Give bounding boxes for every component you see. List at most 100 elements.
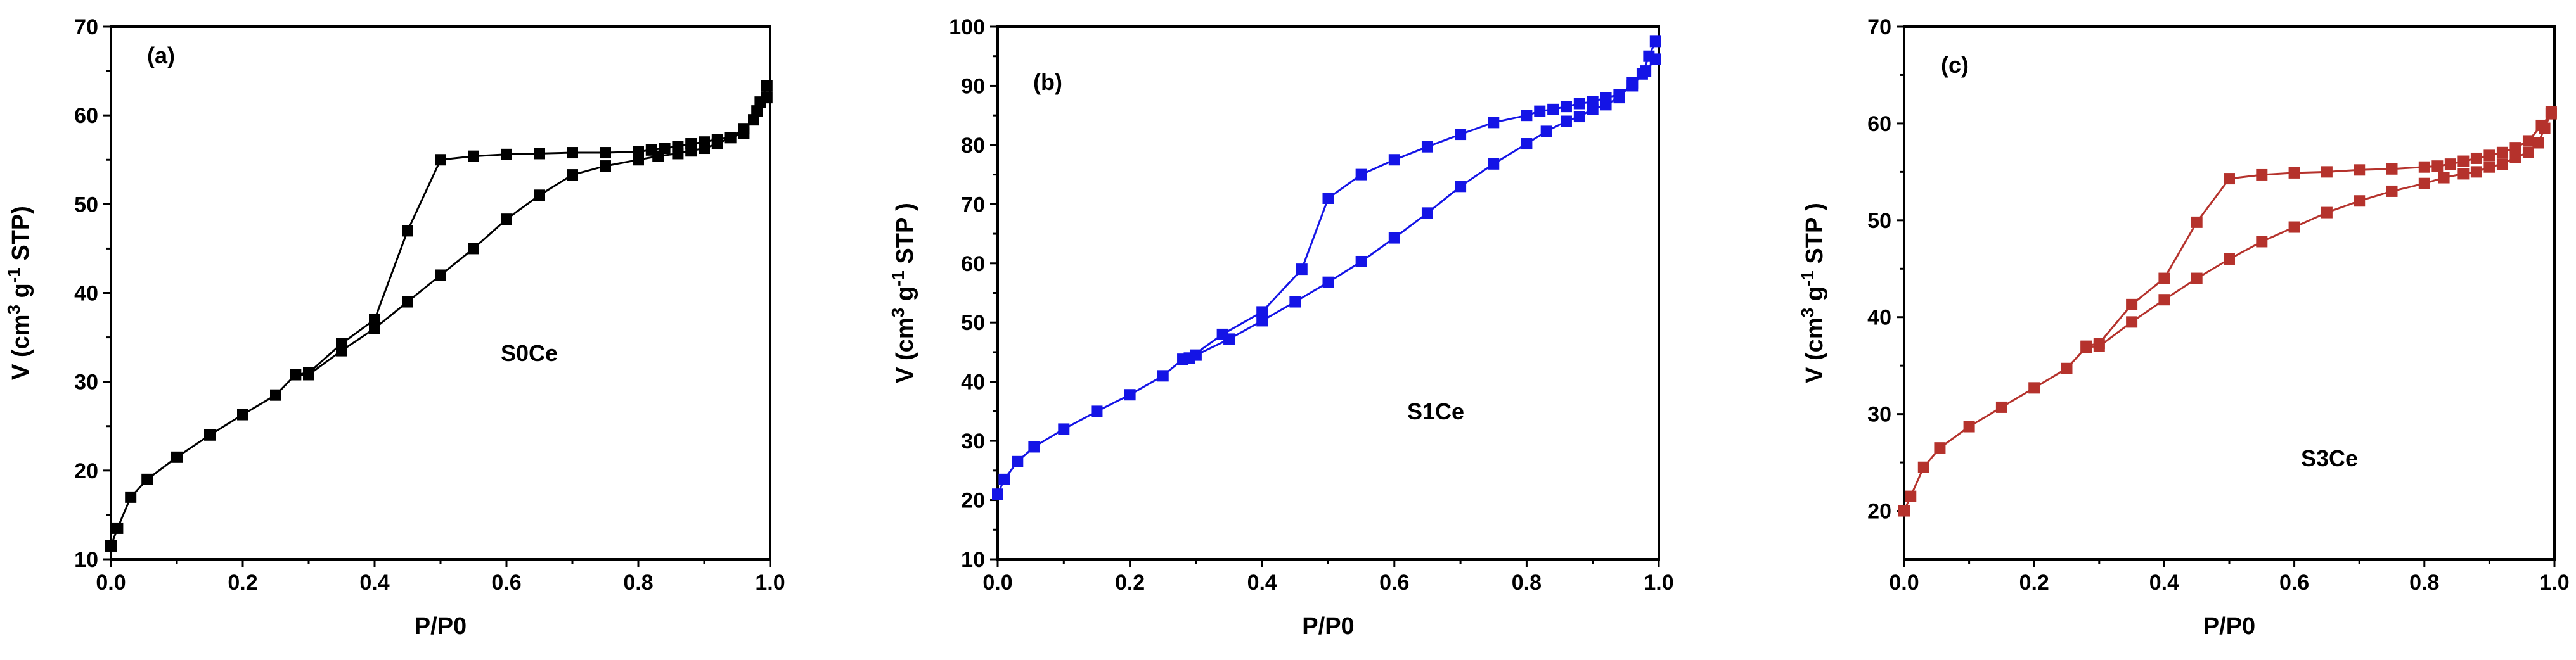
adsorption-point <box>1256 315 1268 327</box>
adsorption-point <box>2321 206 2333 219</box>
adsorption-point <box>992 488 1003 500</box>
adsorption-point <box>1124 389 1136 401</box>
desorption-point <box>2354 164 2366 176</box>
desorption-point <box>711 134 723 146</box>
adsorption-point <box>1521 138 1533 150</box>
adsorption-point <box>998 473 1010 485</box>
adsorption-point <box>501 213 512 225</box>
desorption-point <box>2191 216 2203 228</box>
adsorption-point <box>2438 172 2450 184</box>
y-tick-label: 60 <box>1867 112 1891 136</box>
desorption-point <box>1626 80 1639 92</box>
desorption-point <box>1560 101 1572 113</box>
adsorption-point <box>1560 115 1572 127</box>
panel-label: (a) <box>147 42 175 68</box>
desorption-point <box>2288 167 2300 179</box>
desorption-point <box>303 367 314 379</box>
desorption-point <box>2496 146 2508 158</box>
adsorption-point <box>1905 490 1917 502</box>
desorption-point <box>751 105 763 117</box>
desorption-point <box>2483 149 2496 162</box>
desorption-point <box>2158 272 2170 284</box>
adsorption-point <box>204 429 216 441</box>
desorption-point <box>2224 173 2235 185</box>
adsorption-point <box>1934 442 1946 454</box>
desorption-point <box>2444 158 2456 170</box>
desorption-point <box>1640 65 1652 77</box>
adsorption-point <box>534 189 545 201</box>
sample-label: S1Ce <box>1407 398 1464 424</box>
desorption-point <box>1587 96 1599 108</box>
desorption-point <box>2457 155 2470 167</box>
x-tick-label: 0.6 <box>2279 571 2309 595</box>
adsorption-point <box>1995 401 2007 413</box>
desorption-point <box>2535 119 2547 131</box>
y-tick-label: 70 <box>961 193 985 217</box>
desorption-point <box>2522 135 2534 147</box>
desorption-point <box>1421 141 1433 153</box>
y-tick-label: 40 <box>74 282 98 306</box>
y-axis-title: V (cm3 g-1 STP ) <box>1798 203 1828 383</box>
desorption-point <box>290 369 302 381</box>
x-tick-label: 0.0 <box>1889 571 1919 595</box>
adsorption-point <box>141 473 153 485</box>
desorption-point <box>1600 92 1612 104</box>
y-tick-label: 10 <box>74 548 98 572</box>
adsorption-point <box>2386 185 2398 197</box>
adsorption-point <box>2028 382 2040 394</box>
desorption-point <box>2093 338 2105 350</box>
x-tick-label: 0.4 <box>359 571 389 595</box>
y-tick-label: 100 <box>949 15 985 39</box>
adsorption-point <box>1421 207 1433 219</box>
x-tick-label: 0.6 <box>1379 571 1409 595</box>
sample-label: S0Ce <box>501 340 558 366</box>
y-tick-label: 80 <box>961 134 985 158</box>
desorption-point <box>1534 105 1546 117</box>
adsorption-point <box>2061 362 2073 374</box>
x-tick-label: 0.8 <box>1512 571 1542 595</box>
adsorption-point <box>1488 158 1500 170</box>
y-tick-label: 20 <box>1867 500 1891 524</box>
desorption-point <box>1573 98 1585 110</box>
adsorption-point <box>1157 370 1169 382</box>
desorption-point <box>468 150 479 162</box>
adsorption-point <box>1917 461 1929 473</box>
plot-frame <box>996 25 1660 561</box>
desorption-point <box>2509 142 2521 154</box>
adsorption-point <box>1963 421 1975 433</box>
x-tick-label: 0.2 <box>228 571 257 595</box>
y-tick-label: 70 <box>74 15 98 39</box>
x-tick-label: 0.0 <box>982 571 1012 595</box>
adsorption-point <box>1322 276 1334 288</box>
y-tick-label: 40 <box>1867 306 1891 330</box>
desorption-point <box>1455 129 1467 141</box>
desorption-point <box>2080 340 2092 352</box>
adsorption-point <box>105 540 117 552</box>
adsorption-point <box>2509 151 2521 163</box>
adsorption-point <box>600 160 611 172</box>
desorption-point <box>402 225 413 237</box>
y-axis-title: V (cm3 g-1 STP ) <box>888 203 918 383</box>
y-tick-label: 40 <box>961 371 985 395</box>
x-tick-label: 0.6 <box>491 571 521 595</box>
desorption-point <box>685 138 697 150</box>
panel-label: (b) <box>1033 69 1062 95</box>
desorption-point <box>2321 166 2333 178</box>
y-tick-label: 20 <box>961 489 985 513</box>
desorption-point <box>1183 352 1195 364</box>
y-tick-label: 70 <box>1867 15 1891 39</box>
desorption-point <box>1256 306 1268 318</box>
x-tick-label: 0.2 <box>2019 571 2049 595</box>
adsorption-point <box>2191 272 2203 284</box>
adsorption-point <box>2224 253 2235 265</box>
x-tick-label: 1.0 <box>755 571 785 595</box>
adsorption-point <box>2288 221 2300 233</box>
plot-frame <box>1903 25 2556 561</box>
desorption-point <box>501 148 512 160</box>
adsorption-point <box>369 322 380 334</box>
adsorption-point <box>1289 296 1301 308</box>
desorption-point <box>1355 168 1367 181</box>
adsorption-point <box>2418 177 2430 189</box>
y-tick-label: 50 <box>1867 209 1891 233</box>
y-tick-label: 30 <box>961 429 985 454</box>
